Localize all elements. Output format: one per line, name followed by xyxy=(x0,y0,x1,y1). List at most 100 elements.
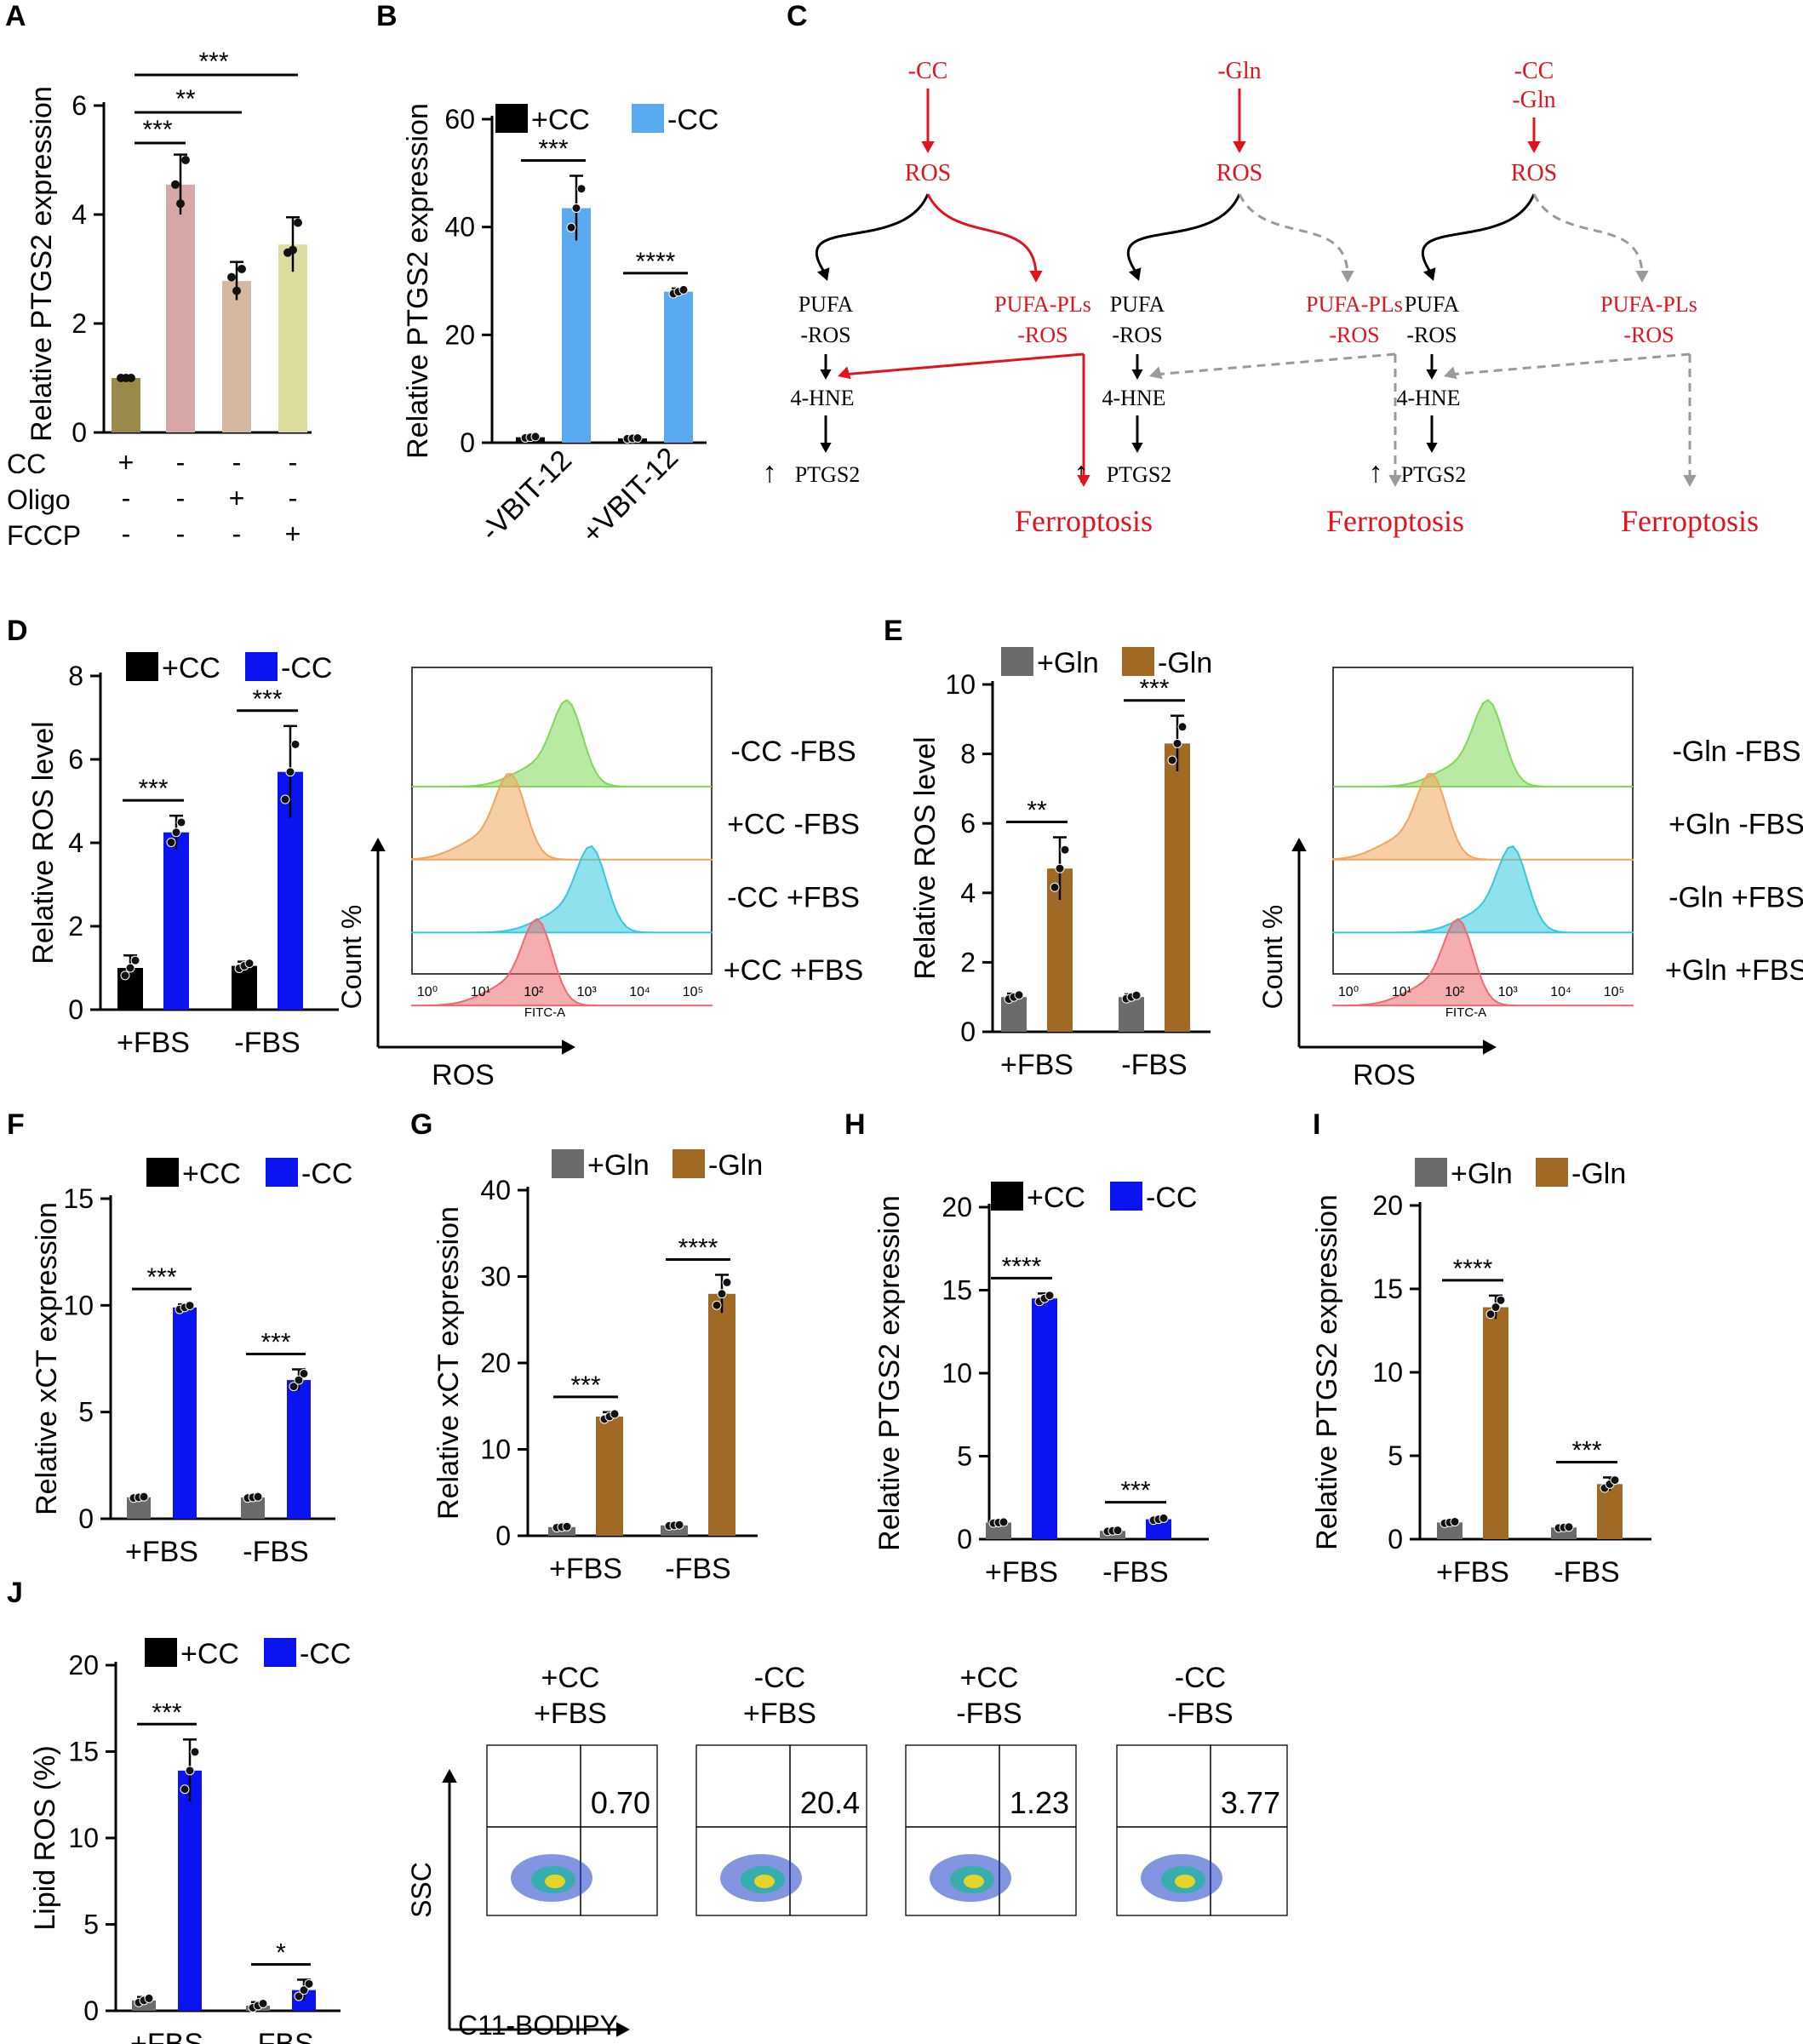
diagram-arrowhead xyxy=(1527,141,1541,153)
data-point-I xyxy=(1496,1295,1506,1305)
y-tick-label-H: 15 xyxy=(942,1275,972,1306)
data-point-B xyxy=(530,432,541,442)
significance-label-B: *** xyxy=(538,135,568,163)
legend-swatch-I xyxy=(1536,1158,1568,1187)
significance-label-F: *** xyxy=(146,1263,176,1291)
condition-mark: - xyxy=(176,483,186,513)
panel-G: G 0 10 20 30 40 Relative xCT expression +FBS ***… xyxy=(410,1108,763,1585)
dot-plot-title: +FBS xyxy=(743,1698,816,1730)
flow-tick-D: 10¹ xyxy=(471,985,490,999)
diagram-arrowhead xyxy=(1635,271,1649,283)
diagram-arrowhead xyxy=(1233,141,1246,153)
condition-mark: - xyxy=(176,518,186,549)
diagram-curve-right xyxy=(926,193,1038,275)
y-tick-label-J: 10 xyxy=(68,1823,99,1853)
x-tick-label-G: -FBS xyxy=(665,1553,730,1585)
y-tick-label-B: 20 xyxy=(444,319,475,350)
panel-letter-A: A xyxy=(5,0,26,32)
flow-tick-D: 10⁵ xyxy=(683,985,703,999)
data-point-H xyxy=(1045,1291,1055,1301)
flow-tick-E: 10⁵ xyxy=(1604,985,1624,999)
data-point-J xyxy=(190,1747,200,1757)
y-tick-label-G: 20 xyxy=(480,1348,511,1378)
y-tick-label-E: 8 xyxy=(960,739,976,770)
panel-letter-J: J xyxy=(7,1577,23,1609)
flow-D: -CC -FBS +CC -FBS -CC +FBS +CC +FBS 10⁰ 10¹ 10… xyxy=(336,667,863,1091)
data-point-G xyxy=(610,1409,620,1419)
diagram-pufa-pls-label: PUFA-PLs xyxy=(1306,292,1403,317)
significance-label-F: *** xyxy=(260,1329,290,1357)
condition-row-label: FCCP xyxy=(7,520,81,551)
bar-J-1-0 xyxy=(178,1770,202,2011)
panel-letter-H: H xyxy=(844,1108,866,1141)
data-point-H xyxy=(999,1517,1009,1527)
bar-D-0-1 xyxy=(232,965,257,1010)
data-point-H xyxy=(1159,1513,1169,1523)
diagram-pufa-label: -ROS xyxy=(1406,323,1457,347)
diagram-curve-right xyxy=(1532,193,1644,275)
data-point-E xyxy=(1050,882,1060,892)
diagram-curve-right xyxy=(1238,193,1349,275)
condition-mark: - xyxy=(289,483,298,513)
dot-plot-cloud-peak xyxy=(964,1875,984,1888)
data-point-J xyxy=(185,1766,195,1776)
bar-F-1-1 xyxy=(287,1380,311,1519)
diagram-header-1: -Gln xyxy=(1217,58,1261,84)
legend-label-I: +Gln xyxy=(1451,1158,1513,1190)
flow-tick-D: 10³ xyxy=(577,985,598,999)
legend-label-F: +CC xyxy=(182,1158,241,1190)
bar-H-1-0 xyxy=(1032,1298,1057,1539)
legend-label-H: -CC xyxy=(1146,1182,1197,1214)
dot-plot-value: 3.77 xyxy=(1221,1785,1280,1820)
dot-plot-arrowhead xyxy=(616,2022,630,2037)
diagram-curve-left xyxy=(1126,193,1241,275)
bar-F-1-0 xyxy=(173,1307,197,1519)
diagram-curve-left xyxy=(1421,193,1536,275)
data-point-B xyxy=(632,433,643,444)
diagram-pufa-pls-label: -ROS xyxy=(1017,323,1067,347)
bar-A xyxy=(222,281,251,432)
condition-mark: - xyxy=(176,447,186,478)
legend-swatch-D xyxy=(245,652,278,681)
y-tick-label-E: 0 xyxy=(960,1016,976,1047)
x-tick-label-B: +VBIT-12 xyxy=(575,441,684,550)
legend-label-I: -Gln xyxy=(1571,1158,1626,1190)
data-point-I xyxy=(1491,1303,1501,1313)
panel-letter-I: I xyxy=(1313,1108,1320,1141)
significance-label-A: ** xyxy=(175,85,196,113)
significance-label-G: **** xyxy=(678,1234,718,1262)
condition-mark: - xyxy=(289,447,298,478)
data-point-A xyxy=(181,156,190,164)
data-point-F xyxy=(139,1491,149,1502)
data-point-I xyxy=(1450,1516,1460,1526)
dot-plot-value: 20.4 xyxy=(800,1785,860,1820)
y-tick-label-J: 15 xyxy=(68,1737,99,1767)
flow-label-E: +Gln -FBS xyxy=(1668,809,1803,841)
y-axis-label-B: Relative PTGS2 expression xyxy=(402,103,434,459)
data-point-F xyxy=(299,1369,309,1379)
flow-label-D: -CC -FBS xyxy=(730,736,856,768)
data-point-G xyxy=(717,1289,727,1299)
flow-label-E: -Gln +FBS xyxy=(1668,881,1803,913)
dot-plot-xlabel: C11-BODIPY xyxy=(458,2010,618,2041)
data-point-D xyxy=(176,817,186,827)
dot-plot-cloud-peak xyxy=(754,1875,775,1888)
flow-arrowhead-D xyxy=(370,838,386,851)
y-tick-label-G: 40 xyxy=(480,1175,511,1205)
panel-H: H 0 5 10 15 20 Relative PTGS2 expression +FBS **… xyxy=(844,1108,1209,1589)
flow-arrowhead-E xyxy=(1291,838,1307,851)
y-axis-label-G: Relative xCT expression xyxy=(432,1206,465,1520)
diagram-arrowhead xyxy=(1128,267,1142,281)
diagram-pufa-pls-label: -ROS xyxy=(1623,323,1674,347)
arrow-up-icon: ↑ xyxy=(763,457,777,489)
condition-row-label: CC xyxy=(7,449,46,479)
flow-tick-E: 10⁰ xyxy=(1338,985,1359,999)
y-tick-label-J: 20 xyxy=(68,1650,99,1680)
data-point-H xyxy=(1113,1526,1123,1536)
y-tick-label-J: 5 xyxy=(83,1909,99,1940)
arrow-up-icon: ↑ xyxy=(1074,457,1089,489)
flow-arrowhead-D xyxy=(562,1039,575,1055)
diagram-pufa-label: -ROS xyxy=(1112,323,1162,347)
flow-frame-E xyxy=(1332,667,1634,975)
